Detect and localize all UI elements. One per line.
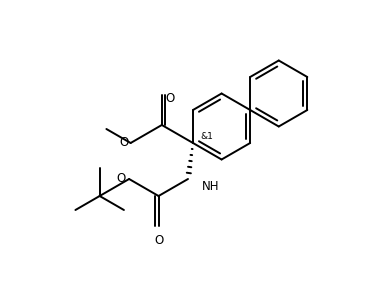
- Text: O: O: [117, 172, 126, 186]
- Text: O: O: [166, 92, 175, 104]
- Text: NH: NH: [202, 180, 219, 194]
- Text: O: O: [154, 234, 163, 247]
- Text: &1: &1: [200, 132, 213, 141]
- Text: O: O: [120, 136, 128, 150]
